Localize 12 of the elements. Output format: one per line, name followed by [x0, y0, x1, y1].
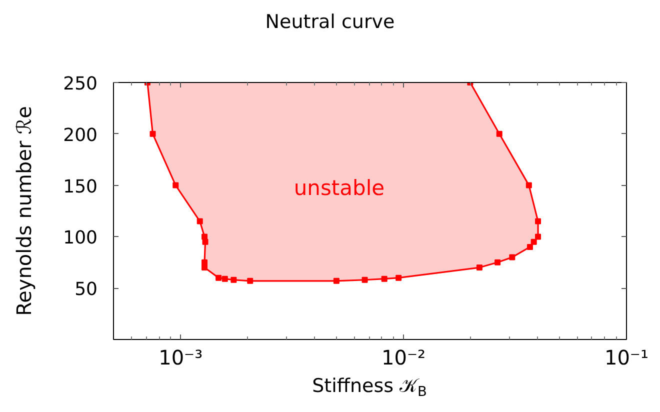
annotation: unstable [294, 176, 385, 200]
y-tick-label: 150 [63, 176, 98, 198]
x-tick-label: 10⁻² [382, 346, 426, 370]
y-tick-label: 100 [63, 228, 98, 249]
y-tick-label: 250 [63, 74, 98, 94]
x-tick-label: 10⁻³ [158, 346, 203, 370]
y-tick-label: 200 [63, 124, 98, 146]
x-axis-title: Stiffness 𝒦$_{B}$ [311, 374, 428, 402]
x-tick-label: 10⁻¹ [604, 346, 649, 370]
y-axis-title: Reynolds number ℛe [12, 106, 36, 316]
y-tick-label: 50 [74, 279, 98, 300]
chart-title: Neutral curve [264, 10, 396, 35]
